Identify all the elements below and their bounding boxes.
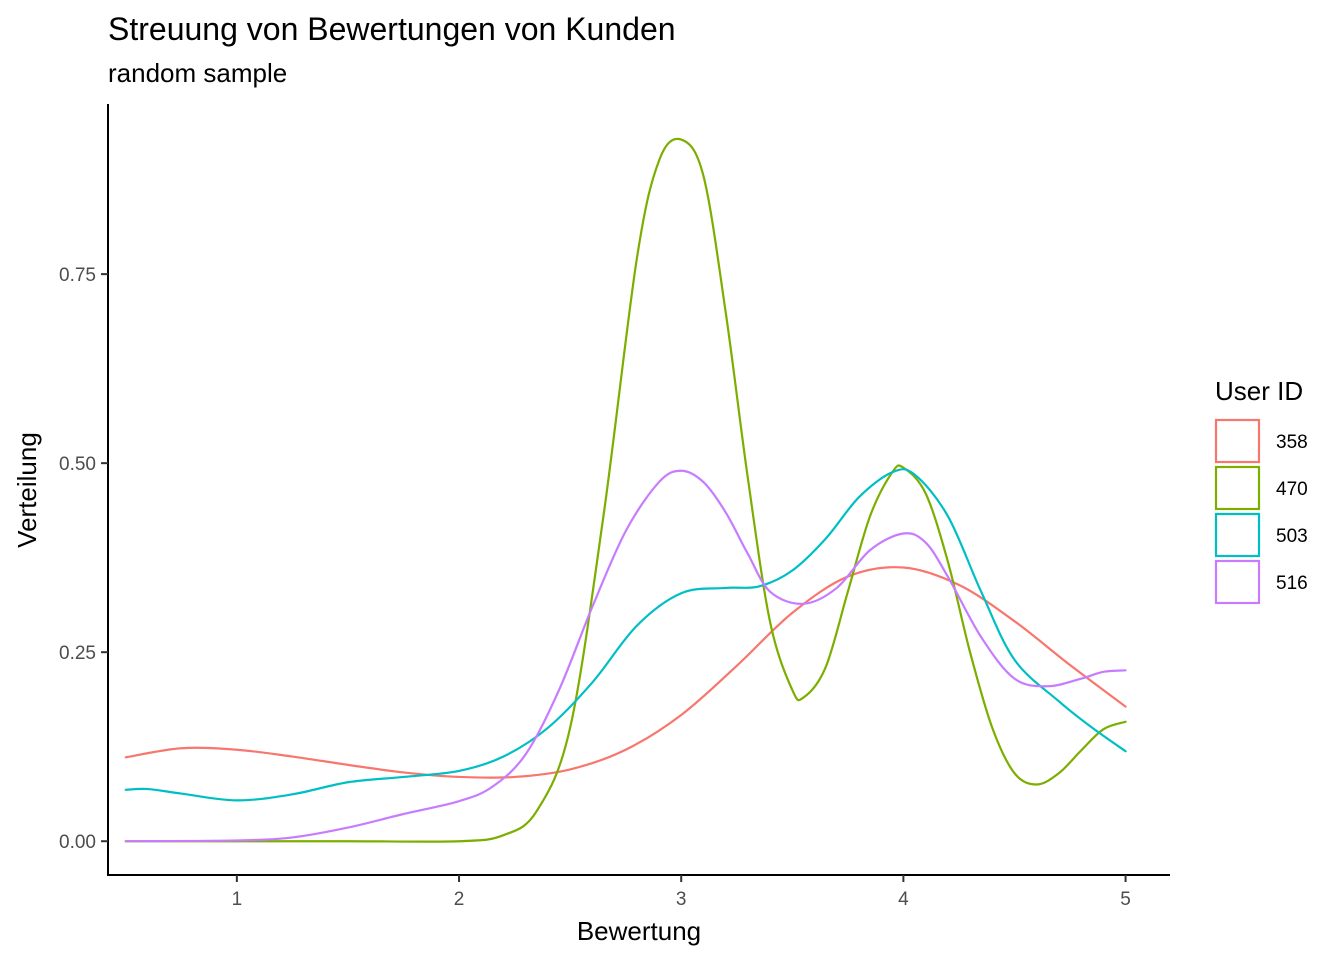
x-tick-label: 2 — [454, 889, 465, 910]
legend-item-516: 516 — [1214, 559, 1308, 605]
x-axis-title: Bewertung — [577, 916, 701, 946]
legend-key-516 — [1214, 559, 1261, 605]
x-axis-ticks: 1 2 3 4 5 — [232, 875, 1131, 910]
x-tick-label: 1 — [232, 889, 243, 910]
legend-item-470: 470 — [1214, 465, 1308, 511]
y-tick-label: 0.00 — [59, 832, 96, 853]
x-tick-label: 5 — [1120, 889, 1131, 910]
legend-key-470 — [1214, 465, 1261, 511]
legend-label-503: 503 — [1276, 526, 1308, 547]
series-layer — [124, 137, 1127, 843]
legend-key-503 — [1214, 512, 1261, 558]
legend-label-358: 358 — [1276, 432, 1308, 453]
legend-item-358: 358 — [1214, 418, 1308, 464]
series-line-516 — [124, 469, 1127, 843]
x-tick-label: 3 — [676, 889, 687, 910]
y-tick-label: 0.50 — [59, 454, 96, 475]
series-line-470 — [124, 137, 1127, 843]
legend-title: User ID — [1215, 376, 1303, 406]
series-line-358 — [124, 566, 1127, 779]
y-axis-ticks: 0.00 0.25 0.50 0.75 — [59, 265, 108, 853]
legend-item-503: 503 — [1214, 512, 1308, 558]
y-tick-label: 0.75 — [59, 265, 96, 286]
legend-key-358 — [1214, 418, 1261, 464]
legend: User ID 358 470 503 516 — [1214, 376, 1308, 605]
y-tick-label: 0.25 — [59, 643, 96, 664]
legend-items: 358 470 503 516 — [1214, 418, 1308, 605]
chart-subtitle: random sample — [108, 58, 287, 88]
legend-label-516: 516 — [1276, 573, 1308, 594]
legend-label-470: 470 — [1276, 479, 1308, 500]
y-axis-title: Verteilung — [12, 432, 42, 548]
chart-title: Streuung von Bewertungen von Kunden — [108, 11, 676, 47]
series-line-503 — [124, 468, 1127, 802]
x-tick-label: 4 — [898, 889, 909, 910]
